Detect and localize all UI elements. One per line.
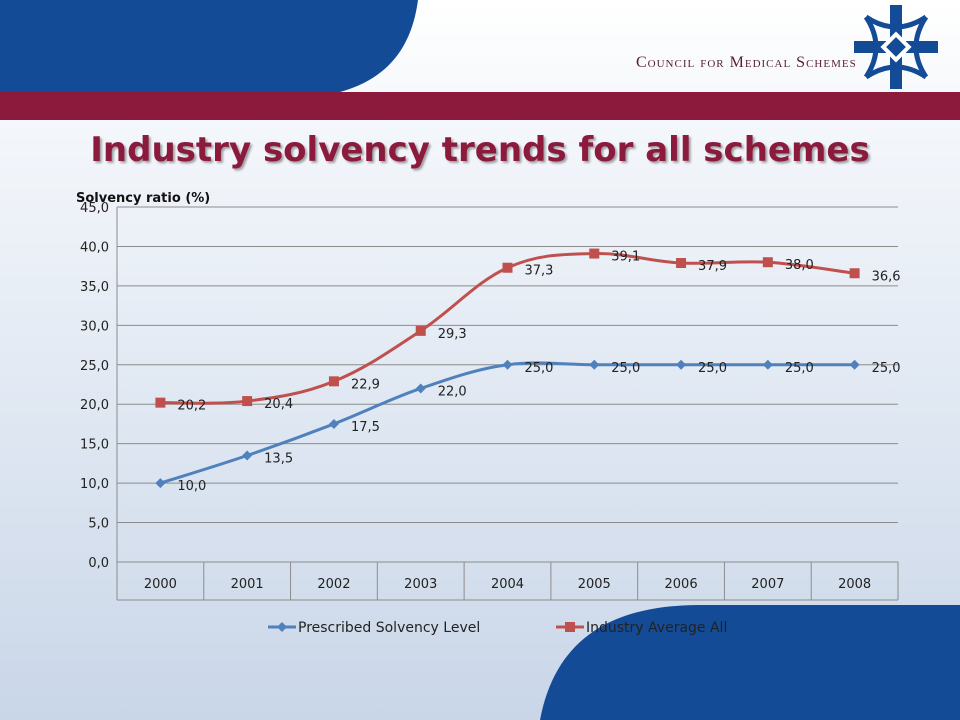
data-point-diamond <box>849 359 860 370</box>
y-tick-label: 5,0 <box>88 517 109 532</box>
x-tick-label: 2002 <box>317 577 350 592</box>
y-tick-label: 35,0 <box>80 280 109 295</box>
series-line-2 <box>160 252 855 405</box>
data-label: 20,2 <box>177 399 206 414</box>
data-point-diamond <box>242 450 253 461</box>
data-point-square <box>155 397 166 408</box>
data-point-diamond <box>155 478 166 489</box>
data-label: 39,1 <box>611 250 640 265</box>
x-tick-label: 2004 <box>491 577 524 592</box>
data-label: 25,0 <box>525 361 554 376</box>
slide-title: Industry solvency trends for all schemes <box>90 130 870 170</box>
data-point-square <box>502 262 513 273</box>
header-maroon-band <box>0 92 960 120</box>
data-label: 22,0 <box>438 384 467 399</box>
data-point-square <box>676 258 687 269</box>
label-layer: 10,0 13,5 17,5 22,0 25,0 25,0 25,0 25,0 25,0 20,2… <box>177 250 900 495</box>
x-tick-label: 2006 <box>665 577 698 592</box>
data-label: 25,0 <box>785 361 814 376</box>
y-tick-label: 20,0 <box>80 398 109 413</box>
x-tick-label: 2000 <box>144 577 177 592</box>
data-point-square <box>589 248 600 259</box>
data-label: 29,3 <box>438 327 467 342</box>
y-tick-label: 45,0 <box>80 201 109 216</box>
data-point-square <box>242 396 253 407</box>
y-axis-label: Solvency ratio (%) <box>76 191 210 206</box>
x-tick-label: 2001 <box>231 577 264 592</box>
grid-layer <box>117 206 898 563</box>
data-point-diamond <box>502 359 513 370</box>
data-label: 38,0 <box>785 258 814 273</box>
data-point-square <box>762 257 773 268</box>
y-tick-label: 40,0 <box>80 240 109 255</box>
data-point-square <box>415 325 426 336</box>
data-point-diamond <box>676 359 687 370</box>
data-label: 37,9 <box>698 259 727 274</box>
footer-blue-swoosh <box>540 605 960 720</box>
y-tick-label: 0,0 <box>88 556 109 571</box>
data-point-diamond <box>589 359 600 370</box>
legend-label: Industry Average All <box>586 620 727 636</box>
data-label: 25,0 <box>611 361 640 376</box>
data-point-square <box>849 268 860 279</box>
data-point-diamond <box>762 359 773 370</box>
data-label: 17,5 <box>351 420 380 435</box>
data-label: 25,0 <box>872 361 901 376</box>
data-point-diamond <box>328 418 339 429</box>
axis-layer: 0,0 5,0 10,0 15,0 20,0 25,0 30,0 35,0 40,0 45,0 20… <box>80 201 899 601</box>
data-label: 37,3 <box>525 264 554 279</box>
y-tick-label: 25,0 <box>80 359 109 374</box>
data-point-square <box>328 376 339 387</box>
x-tick-label: 2003 <box>404 577 437 592</box>
legend-marker-diamond <box>277 622 287 632</box>
data-label: 10,0 <box>177 479 206 494</box>
data-label: 36,6 <box>872 269 901 284</box>
x-tick-label: 2005 <box>578 577 611 592</box>
data-point-diamond <box>415 383 426 394</box>
legend-label: Prescribed Solvency Level <box>298 620 480 636</box>
data-label: 25,0 <box>698 361 727 376</box>
y-tick-label: 30,0 <box>80 319 109 334</box>
y-tick-label: 10,0 <box>80 477 109 492</box>
series-layer <box>155 248 860 489</box>
logo-text: Council for Medical Schemes <box>636 54 857 71</box>
y-tick-label: 15,0 <box>80 438 109 453</box>
header-blue-swoosh <box>0 0 418 92</box>
data-label: 22,9 <box>351 377 380 392</box>
data-label: 13,5 <box>264 452 293 467</box>
x-tick-label: 2008 <box>838 577 871 592</box>
legend-marker-square <box>565 622 575 632</box>
data-label: 20,4 <box>264 397 293 412</box>
x-tick-label: 2007 <box>751 577 784 592</box>
legend: Prescribed Solvency Level Industry Averag… <box>268 620 727 636</box>
